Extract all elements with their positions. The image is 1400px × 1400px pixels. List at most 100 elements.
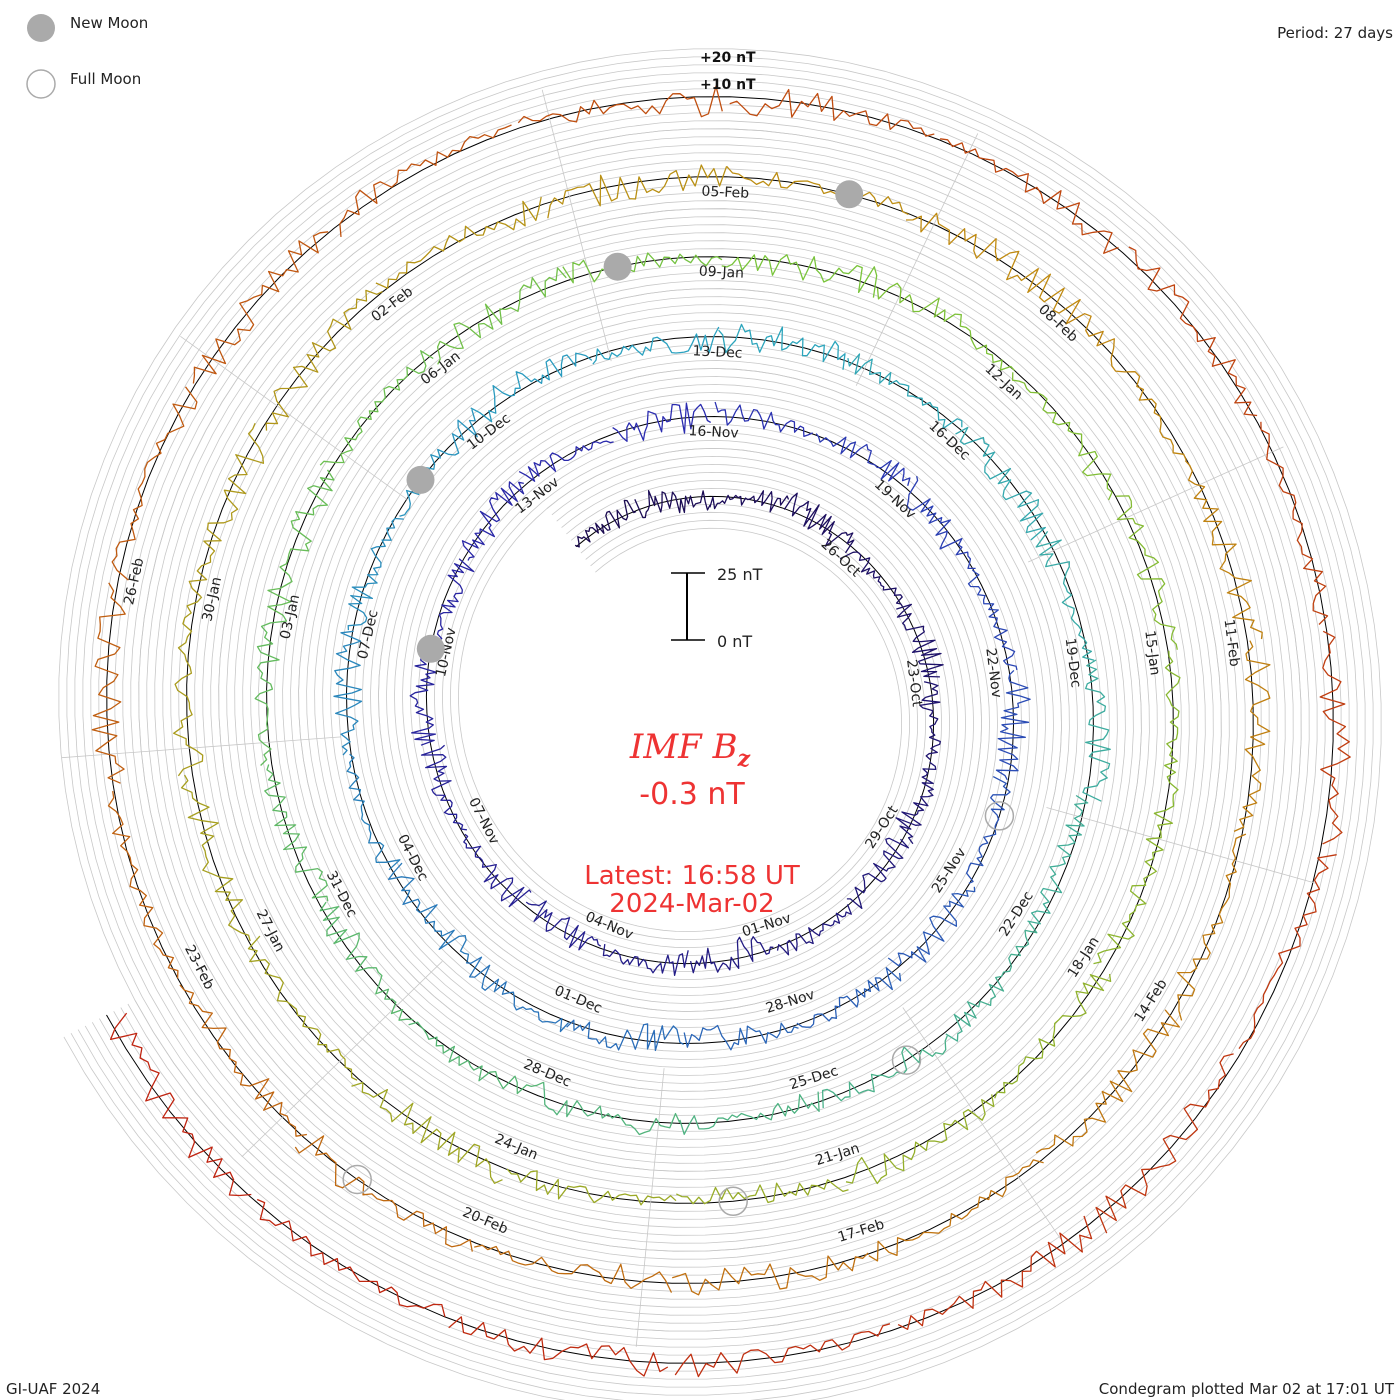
bz-series-segment bbox=[612, 402, 712, 442]
bz-series-segment bbox=[868, 1159, 1044, 1262]
center-readout: IMF Bz -0.3 nT Latest: 16:58 UT 2024-Mar… bbox=[584, 727, 800, 919]
bz-series-segment bbox=[247, 935, 358, 1081]
bz-series-segment bbox=[420, 744, 467, 831]
grid-radial bbox=[1028, 446, 1284, 563]
grid-spiral bbox=[58, 48, 1382, 1400]
grid-spiral bbox=[120, 112, 1318, 1348]
bz-series-segment bbox=[351, 1081, 503, 1184]
bz-series-segment bbox=[726, 165, 909, 215]
bz-series-segment bbox=[945, 921, 1038, 1042]
new-moon-marker bbox=[406, 465, 435, 494]
new-moon-marker bbox=[603, 252, 632, 281]
date-label: 21-Jan bbox=[814, 1140, 862, 1169]
grid-radial bbox=[902, 1007, 1061, 1240]
bz-series-segment bbox=[846, 837, 910, 910]
bz-series-segment bbox=[887, 886, 976, 967]
bz-series-segment bbox=[448, 1316, 669, 1377]
new-moon-marker bbox=[835, 180, 864, 209]
bz-series-segment bbox=[346, 753, 401, 871]
bz-series-segment bbox=[905, 212, 1081, 314]
bz-series-segment bbox=[1116, 495, 1178, 650]
date-label: 13-Nov bbox=[513, 474, 563, 517]
full-moon-marker bbox=[891, 1045, 922, 1075]
bz-series-segment bbox=[967, 569, 1018, 671]
latest-time: Latest: 16:58 UT bbox=[584, 861, 800, 891]
grid-spiral bbox=[74, 64, 1366, 1396]
imf-value: -0.3 nT bbox=[639, 777, 745, 812]
date-label: 03-Jan bbox=[277, 593, 303, 641]
date-label: 14-Feb bbox=[1131, 976, 1170, 1025]
bz-series-segment bbox=[424, 558, 475, 650]
full-moon-marker bbox=[718, 1186, 748, 1217]
date-label: 09-Jan bbox=[698, 264, 744, 282]
bz-series-segment bbox=[107, 791, 179, 979]
bz-series-segment bbox=[679, 1091, 820, 1135]
bz-series-segment bbox=[109, 1012, 252, 1197]
full-moon-marker bbox=[984, 801, 1015, 831]
bz-series-segment bbox=[845, 1094, 995, 1185]
ref-label-20: +20 nT bbox=[700, 50, 756, 66]
bz-series-segment bbox=[1065, 298, 1187, 461]
bz-series-segment bbox=[254, 614, 288, 766]
full-moon-marker bbox=[342, 1164, 372, 1195]
bz-series-segment bbox=[1176, 833, 1247, 1021]
legend: New Moon Full Moon bbox=[26, 14, 148, 99]
grid-radial bbox=[180, 335, 408, 501]
bz-series-segment bbox=[265, 289, 383, 431]
date-label: 12-Jan bbox=[982, 361, 1026, 403]
bz-series-segment bbox=[399, 409, 478, 517]
bz-series-segment bbox=[1154, 650, 1181, 814]
bz-series-segment bbox=[192, 231, 329, 384]
bz-series-segment bbox=[574, 499, 637, 548]
imf-title: IMF Bz bbox=[629, 727, 751, 772]
grid-radial bbox=[1046, 807, 1317, 884]
date-label: 23-Oct bbox=[903, 658, 925, 708]
bz-series-segment bbox=[994, 973, 1112, 1099]
bz-series-segment bbox=[940, 138, 1119, 254]
bz-series-segment bbox=[709, 490, 790, 513]
bz-series-segment bbox=[111, 386, 198, 581]
bz-series-segment bbox=[387, 862, 470, 962]
bz-series-segment bbox=[1184, 460, 1263, 640]
bz-series-segment bbox=[436, 267, 567, 365]
bz-series-segment bbox=[718, 323, 846, 370]
date-label: 13-Dec bbox=[692, 343, 743, 361]
bz-series-segment bbox=[592, 326, 720, 365]
bz-series-segment bbox=[267, 469, 335, 616]
bz-series-segment bbox=[995, 669, 1031, 781]
bz-series-segment bbox=[408, 1021, 544, 1095]
bz-series-segment bbox=[776, 904, 852, 956]
bz-series-segment bbox=[294, 1135, 473, 1252]
bz-series-segment bbox=[1035, 531, 1095, 661]
grid-spiral bbox=[90, 80, 1350, 1380]
bz-series-segment bbox=[1027, 794, 1089, 925]
latest-date: 2024-Mar-02 bbox=[609, 889, 774, 919]
grid-layer bbox=[58, 48, 1382, 1400]
bz-series-segment bbox=[1128, 246, 1258, 417]
bz-series-segment bbox=[333, 630, 363, 756]
bz-series-segment bbox=[876, 282, 1015, 371]
bz-series-segment bbox=[714, 401, 813, 438]
bz-series-segment bbox=[1095, 1053, 1234, 1234]
imf-title-main: IMF B bbox=[629, 727, 738, 767]
moons-layer bbox=[342, 180, 1015, 1217]
full-moon-legend-icon bbox=[26, 69, 56, 99]
grid-radial bbox=[241, 961, 443, 1158]
bz-series-segment bbox=[965, 776, 1011, 884]
scale-bar-high-label: 25 nT bbox=[717, 565, 763, 584]
bz-series-segment bbox=[796, 967, 902, 1028]
period-label: Period: 27 days bbox=[1277, 24, 1393, 42]
date-label: 25-Nov bbox=[929, 845, 970, 896]
credit-label: GI-UAF 2024 bbox=[6, 1380, 100, 1398]
date-label: 22-Nov bbox=[982, 647, 1004, 699]
bz-series-segment bbox=[674, 1323, 891, 1378]
new-moon-marker bbox=[416, 634, 445, 663]
bz-series-segment bbox=[676, 1179, 849, 1205]
date-label: 19-Nov bbox=[871, 477, 919, 523]
bz-series-segment bbox=[173, 596, 204, 777]
bz-series-segment bbox=[906, 475, 976, 570]
bz-series-segment bbox=[179, 984, 308, 1137]
plotted-label: Condegram plotted Mar 02 at 17:01 UT bbox=[1099, 1380, 1395, 1398]
bz-series-segment bbox=[474, 1244, 673, 1293]
bz-series-segment bbox=[602, 944, 689, 977]
